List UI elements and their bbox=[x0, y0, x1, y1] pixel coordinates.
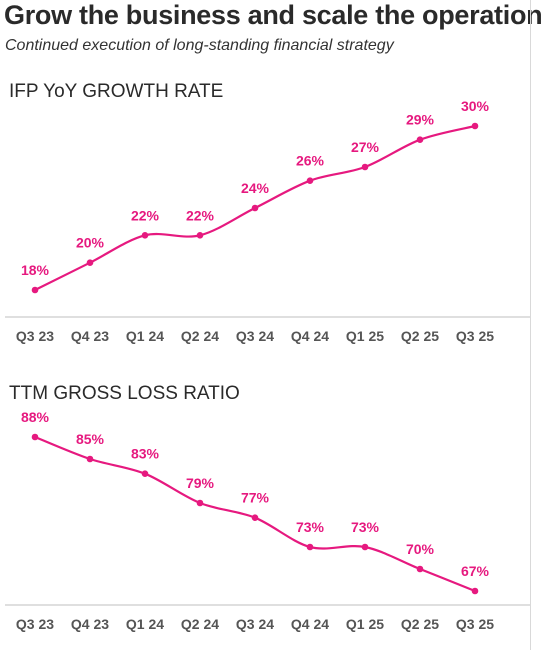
x-tick-label: Q1 24 bbox=[126, 616, 164, 632]
data-label: 88% bbox=[21, 409, 50, 425]
x-tick-label: Q4 23 bbox=[71, 328, 109, 344]
x-tick-label: Q4 24 bbox=[291, 616, 329, 632]
data-point bbox=[471, 122, 479, 130]
ifp-growth-chart: 18% Q3 23 20% Q4 23 22% Q1 24 22% Q2 24 24% Q3 24… bbox=[5, 98, 530, 344]
data-point bbox=[251, 514, 259, 521]
data-point bbox=[86, 259, 94, 267]
page-title: Grow the business and scale the operatio… bbox=[4, 0, 543, 30]
x-tick-label: Q2 24 bbox=[181, 328, 219, 344]
data-label: 70% bbox=[406, 541, 435, 557]
data-point bbox=[31, 433, 39, 441]
x-tick-label: Q3 23 bbox=[16, 616, 54, 632]
x-tick-label: Q1 24 bbox=[126, 328, 164, 344]
data-label: 73% bbox=[296, 519, 325, 535]
data-label: 29% bbox=[406, 112, 435, 128]
chart-title-gross-loss: TTM GROSS LOSS RATIO bbox=[9, 383, 240, 404]
data-label: 73% bbox=[351, 519, 380, 535]
data-label: 67% bbox=[461, 563, 490, 579]
data-point bbox=[251, 204, 259, 212]
x-tick-label: Q2 24 bbox=[181, 616, 219, 632]
data-label: 18% bbox=[21, 262, 50, 278]
data-point bbox=[361, 543, 369, 551]
data-point bbox=[86, 455, 94, 463]
data-point bbox=[306, 543, 314, 551]
data-point bbox=[471, 587, 479, 595]
data-label: 27% bbox=[351, 139, 380, 155]
data-label: 22% bbox=[131, 207, 160, 223]
data-label: 79% bbox=[186, 475, 215, 491]
data-point bbox=[31, 286, 39, 294]
series-line bbox=[34, 435, 476, 593]
right-divider bbox=[530, 0, 531, 650]
x-tick-label: Q3 23 bbox=[16, 328, 54, 344]
x-tick-label: Q1 25 bbox=[346, 616, 384, 632]
data-point bbox=[141, 470, 149, 478]
data-point bbox=[361, 163, 369, 171]
chart-title-ifp-growth: IFP YoY GROWTH RATE bbox=[9, 81, 224, 102]
data-label: 22% bbox=[186, 207, 215, 223]
data-label: 24% bbox=[241, 180, 270, 196]
data-point bbox=[196, 232, 204, 239]
x-tick-label: Q4 23 bbox=[71, 616, 109, 632]
x-tick-label: Q3 24 bbox=[236, 616, 274, 632]
x-tick-label: Q3 25 bbox=[456, 328, 494, 344]
data-point bbox=[141, 232, 149, 239]
data-label: 26% bbox=[296, 153, 325, 169]
x-tick-label: Q2 25 bbox=[401, 616, 439, 632]
data-point bbox=[196, 499, 204, 507]
data-label: 30% bbox=[461, 98, 490, 114]
x-tick-label: Q2 25 bbox=[401, 328, 439, 344]
data-label: 20% bbox=[76, 235, 105, 251]
data-label: 77% bbox=[241, 490, 270, 506]
x-tick-label: Q1 25 bbox=[346, 328, 384, 344]
x-tick-label: Q3 24 bbox=[236, 328, 274, 344]
data-point bbox=[416, 565, 424, 573]
data-label: 85% bbox=[76, 431, 105, 447]
data-point bbox=[306, 177, 314, 184]
x-tick-label: Q3 25 bbox=[456, 616, 494, 632]
data-label: 83% bbox=[131, 446, 160, 462]
data-point bbox=[416, 136, 424, 143]
page-subtitle: Continued execution of long-standing fin… bbox=[5, 37, 394, 54]
x-tick-label: Q4 24 bbox=[291, 328, 329, 344]
